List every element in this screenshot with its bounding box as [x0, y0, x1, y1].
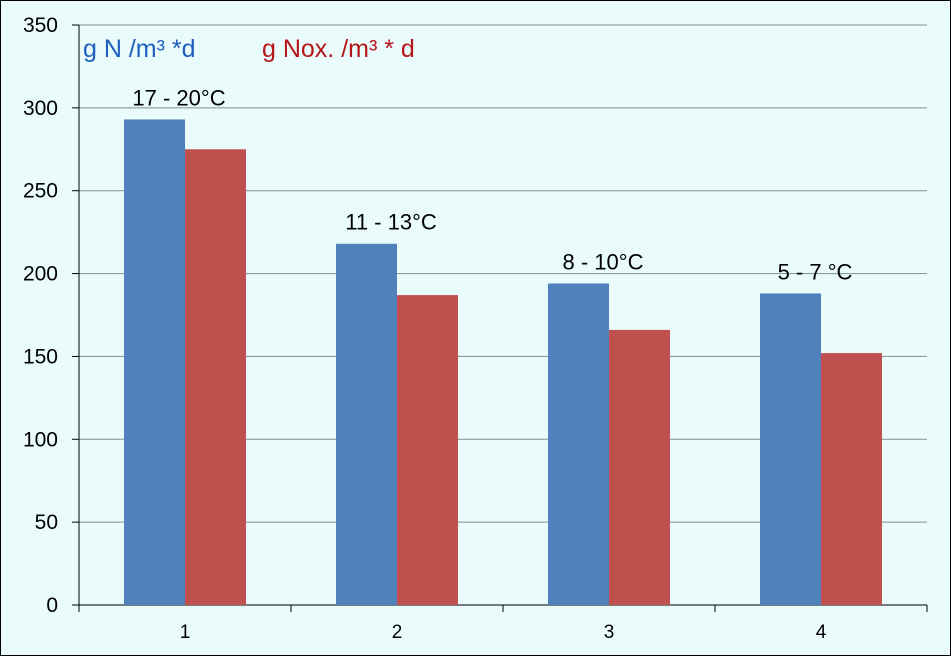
bar-series1-cat1	[124, 119, 185, 605]
x-tick-label: 3	[604, 622, 615, 643]
bar-series2-cat1	[185, 149, 246, 606]
y-tick-label: 100	[23, 428, 58, 451]
y-tick-label: 50	[35, 511, 58, 534]
bar-series2-cat4	[821, 353, 882, 605]
legend-series-1: g N /m³ *d	[83, 35, 196, 63]
legend: g N /m³ *d g Nox. /m³ * d	[83, 35, 415, 63]
y-tick-label: 150	[23, 345, 58, 368]
x-tick-label: 1	[180, 622, 191, 643]
x-tick-label: 4	[816, 622, 827, 643]
y-tick-label: 250	[23, 180, 58, 203]
bars	[124, 119, 882, 606]
temperature-annotation: 17 - 20°C	[132, 85, 225, 110]
bar-series1-cat2	[336, 243, 397, 605]
y-tick-label: 350	[23, 14, 58, 37]
temperature-annotation: 5 - 7 °C	[778, 259, 853, 284]
y-tick-label: 0	[46, 594, 58, 617]
y-tick-label: 300	[23, 97, 58, 120]
temperature-annotation: 11 - 13°C	[345, 210, 437, 235]
bar-series2-cat3	[609, 329, 670, 605]
labels: 0 50 100 150 200 250 300 350 1 17 - 20°C 2 11 - 13°…	[23, 14, 853, 643]
temperature-annotation: 8 - 10°C	[563, 250, 644, 275]
bar-series1-cat3	[548, 283, 609, 605]
bar-series1-cat4	[760, 293, 821, 605]
x-tick-label: 2	[392, 622, 403, 643]
bar-series2-cat2	[397, 295, 458, 605]
legend-series-2: g Nox. /m³ * d	[262, 35, 415, 63]
y-tick-label: 200	[23, 263, 58, 286]
